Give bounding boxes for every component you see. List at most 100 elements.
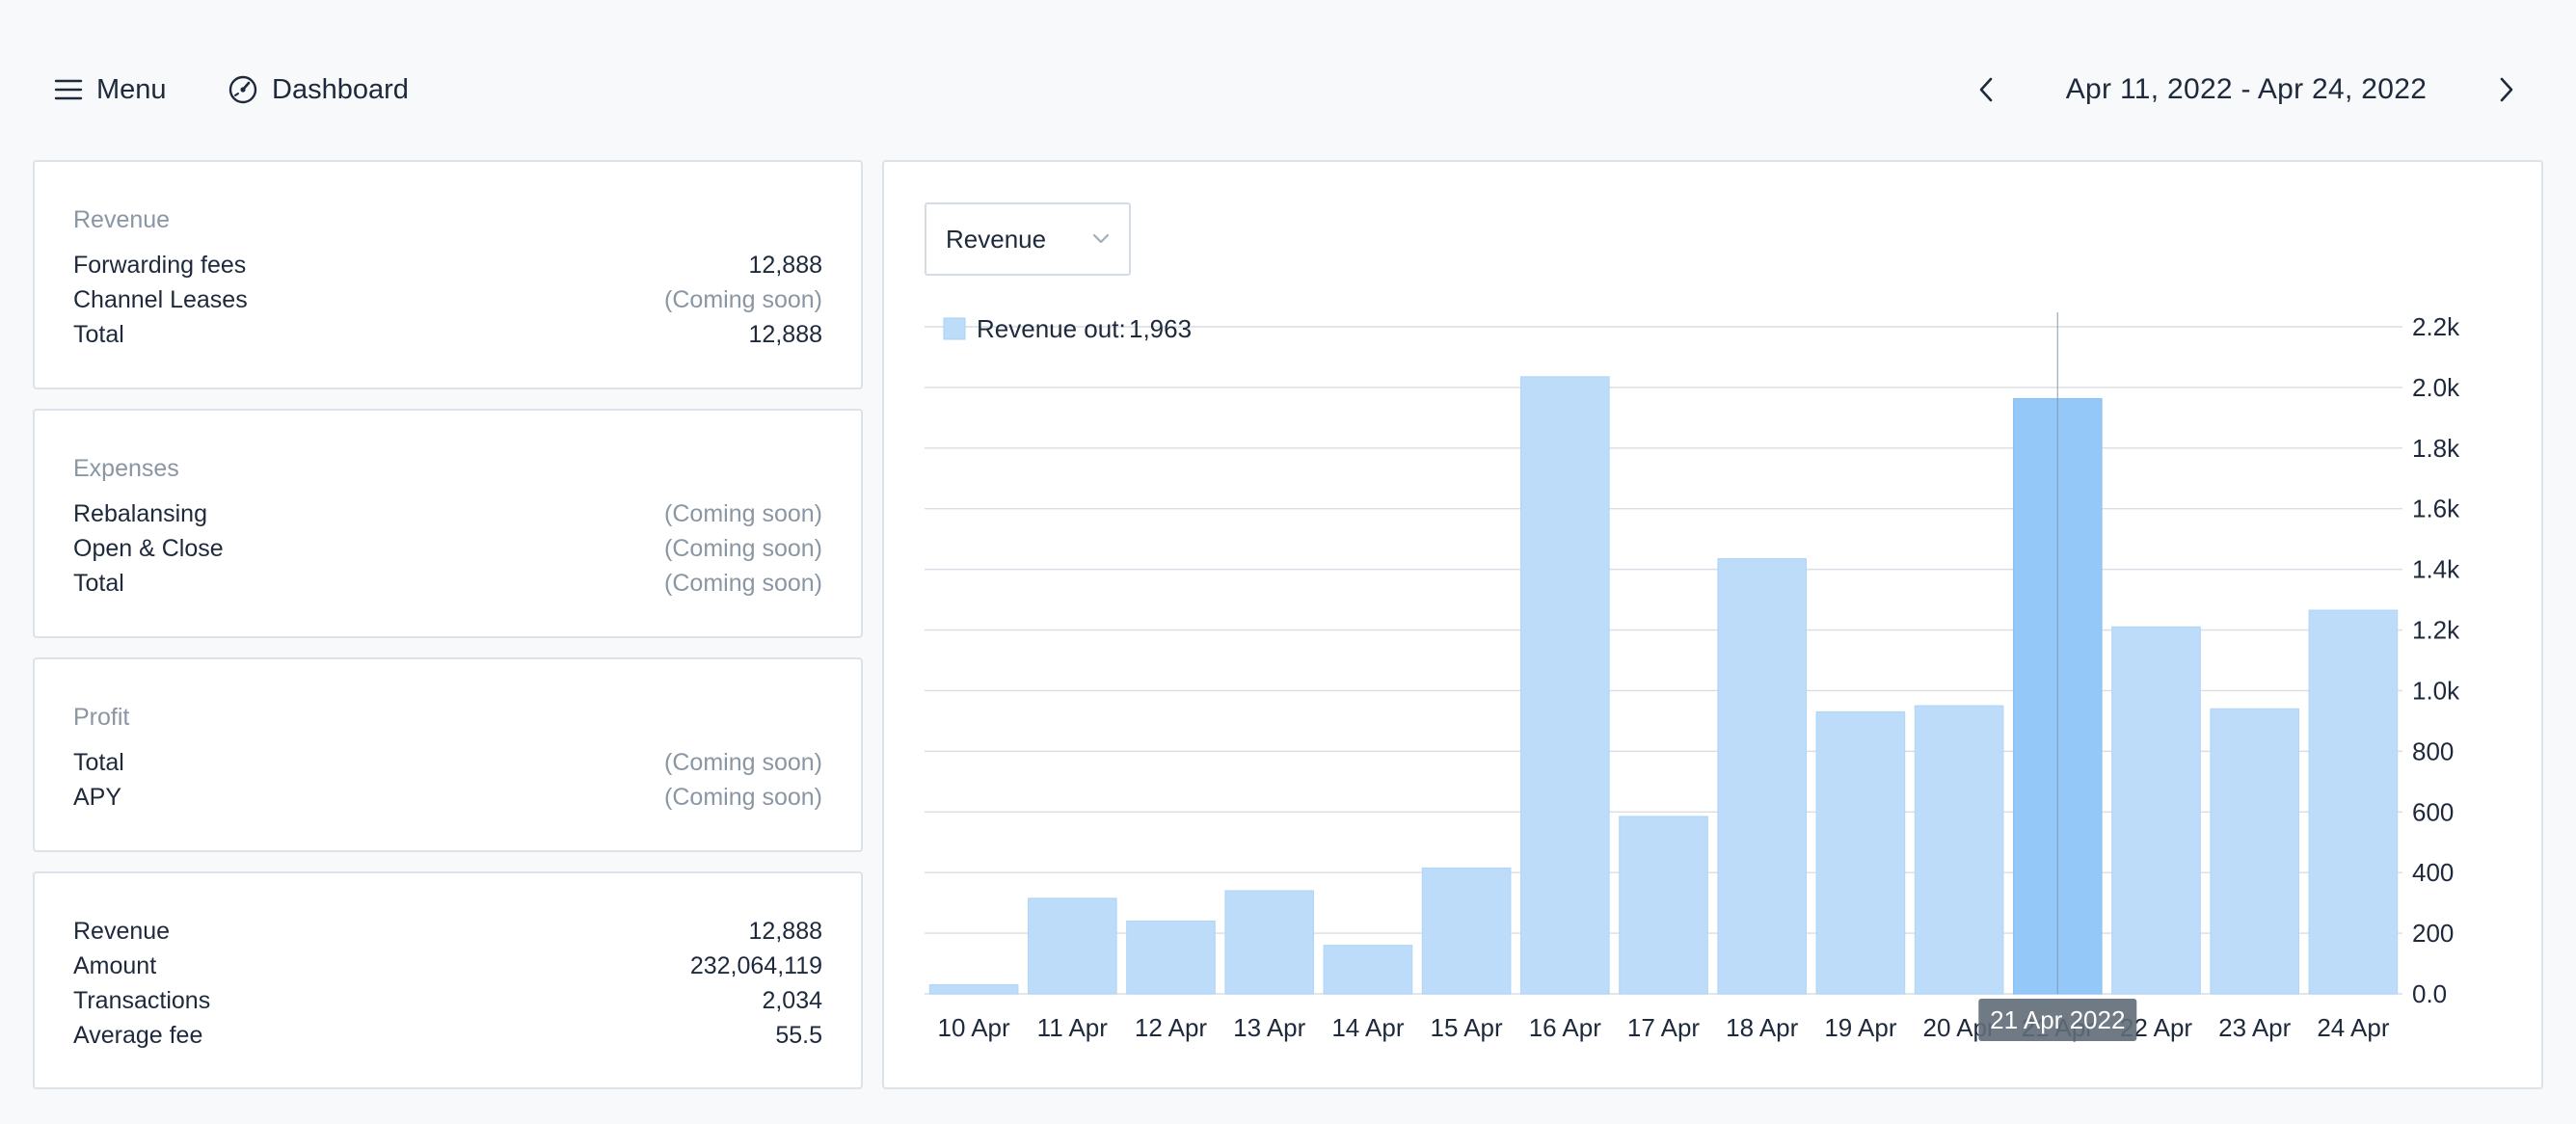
x-tick-label: 23 Apr xyxy=(2218,1013,2292,1042)
y-tick-label: 200 xyxy=(2412,919,2454,948)
card-title: Profit xyxy=(73,704,130,731)
row-value: 12,888 xyxy=(748,321,822,348)
next-period-button[interactable] xyxy=(2487,66,2526,114)
row-label: Total xyxy=(73,570,124,597)
chart-bar xyxy=(928,983,1019,995)
summary-row: Forwarding fees 12,888 xyxy=(73,248,822,282)
summary-row: Rebalansing (Coming soon) xyxy=(73,496,822,531)
top-bar: Menu Dashboard Apr 11, 2022 - Apr 24, 20… xyxy=(0,0,2576,160)
row-value: (Coming soon) xyxy=(664,535,822,562)
row-value: (Coming soon) xyxy=(664,286,822,313)
y-tick-label: 1.8k xyxy=(2412,434,2460,463)
tooltip-box xyxy=(1978,999,2137,1041)
chart-bar xyxy=(1421,867,1512,995)
y-tick-label: 0.0 xyxy=(2412,979,2447,1008)
chart-metric-selected: Revenue xyxy=(946,224,1047,254)
y-tick-label: 800 xyxy=(2412,736,2454,765)
chart-bar xyxy=(1027,897,1117,995)
chart-bar xyxy=(2111,626,2201,995)
chart-card: Revenue 0.0 200 400 600 800 1.0k 1.2k 1.4k 1.6k 1… xyxy=(882,160,2543,1089)
row-value: (Coming soon) xyxy=(664,749,822,776)
menu-label: Menu xyxy=(96,73,167,105)
chart-bar xyxy=(1519,376,1610,995)
x-tick-label: 15 Apr xyxy=(1431,1013,1504,1042)
chart-bar xyxy=(1717,558,1808,995)
legend-swatch xyxy=(943,317,966,340)
tooltip-label: 21 Apr 2022 xyxy=(1990,1005,2125,1034)
row-value: (Coming soon) xyxy=(664,784,822,811)
chart-bar xyxy=(1914,705,2004,995)
row-label: Revenue xyxy=(73,918,171,945)
summary-row: Open & Close (Coming soon) xyxy=(73,531,822,566)
stats-rows: Revenue 12,888 Amount 232,064,119 Transactio… xyxy=(73,914,822,1053)
row-label: Average fee xyxy=(73,1022,203,1049)
card-title: Expenses xyxy=(73,455,179,482)
row-value: 55.5 xyxy=(775,1022,822,1049)
revenue-card: Revenue Forwarding fees 12,888 Channel Lea… xyxy=(33,160,863,389)
x-tick-label: 12 Apr xyxy=(1135,1013,1208,1042)
hamburger-menu-icon xyxy=(54,77,83,102)
menu-button[interactable]: Menu xyxy=(54,67,167,112)
x-tick-label: 16 Apr xyxy=(1529,1013,1602,1042)
row-label: Transactions xyxy=(73,987,211,1014)
y-tick-label: 2.0k xyxy=(2412,373,2460,402)
y-tick-label: 2.2k xyxy=(2412,312,2460,341)
revenue-bar-chart[interactable]: 0.0 200 400 600 800 1.0k 1.2k 1.4k 1.6k 1.8k 2.0k 2… xyxy=(884,162,2541,1087)
summary-row: Channel Leases (Coming soon) xyxy=(73,282,822,317)
dashboard-label: Dashboard xyxy=(272,73,409,105)
row-value: 232,064,119 xyxy=(689,952,822,979)
row-value: 2,034 xyxy=(762,987,822,1014)
summary-row: Average fee 55.5 xyxy=(73,1018,822,1053)
chart-bar xyxy=(1323,945,1413,995)
expenses-card: Expenses Rebalansing (Coming soon) Open & … xyxy=(33,409,863,638)
x-tick-label: 13 Apr xyxy=(1233,1013,1306,1042)
profit-rows: Total (Coming soon) APY (Coming soon) xyxy=(73,745,822,815)
row-label: Total xyxy=(73,321,124,348)
profit-card: Profit Total (Coming soon) APY (Coming soon… xyxy=(33,657,863,852)
dashboard-link[interactable]: Dashboard xyxy=(228,67,409,112)
x-tick-label: 18 Apr xyxy=(1726,1013,1799,1042)
card-title: Revenue xyxy=(73,206,171,233)
row-label: Total xyxy=(73,749,124,776)
row-label: Forwarding fees xyxy=(73,252,247,279)
expenses-rows: Rebalansing (Coming soon) Open & Close (Com… xyxy=(73,496,822,601)
chart-metric-select[interactable]: Revenue xyxy=(925,202,1131,276)
row-value: (Coming soon) xyxy=(664,570,822,597)
x-tick-label: 24 Apr xyxy=(2317,1013,2390,1042)
chart-bar xyxy=(1619,816,1708,995)
x-tick-label: 17 Apr xyxy=(1627,1013,1701,1042)
row-value: 12,888 xyxy=(748,918,822,945)
row-label: Rebalansing xyxy=(73,500,207,527)
speedometer-icon xyxy=(228,74,258,105)
chart-bar xyxy=(1224,890,1315,995)
summary-row: Total (Coming soon) xyxy=(73,566,822,601)
chart-bar xyxy=(2308,609,2399,995)
revenue-rows: Forwarding fees 12,888 Channel Leases (Comi… xyxy=(73,248,822,352)
row-value: 12,888 xyxy=(748,252,822,279)
row-label: APY xyxy=(73,784,122,811)
summary-row: Transactions 2,034 xyxy=(73,983,822,1018)
legend-label: Revenue out: xyxy=(977,314,1126,343)
summary-row: Amount 232,064,119 xyxy=(73,949,822,983)
row-label: Channel Leases xyxy=(73,286,248,313)
legend-value: 1,963 xyxy=(1129,314,1192,343)
y-tick-label: 600 xyxy=(2412,797,2454,826)
summary-row: Total (Coming soon) xyxy=(73,745,822,780)
y-tick-label: 1.4k xyxy=(2412,555,2460,584)
stats-card: Revenue 12,888 Amount 232,064,119 Transactio… xyxy=(33,871,863,1089)
chevron-down-icon xyxy=(1092,233,1110,245)
y-tick-label: 1.6k xyxy=(2412,495,2460,523)
chart-bar xyxy=(1126,920,1216,995)
chart-bar xyxy=(1815,710,1906,995)
row-label: Open & Close xyxy=(73,535,224,562)
chevron-left-icon xyxy=(1977,76,1995,103)
y-tick-label: 1.2k xyxy=(2412,616,2460,645)
summary-row: APY (Coming soon) xyxy=(73,780,822,815)
chart-bar xyxy=(2210,708,2300,995)
previous-period-button[interactable] xyxy=(1967,66,2005,114)
summary-row: Revenue 12,888 xyxy=(73,914,822,949)
x-tick-label: 19 Apr xyxy=(1824,1013,1897,1042)
summary-row: Total 12,888 xyxy=(73,317,822,352)
chevron-right-icon xyxy=(2498,76,2515,103)
date-range-label[interactable]: Apr 11, 2022 - Apr 24, 2022 xyxy=(2065,73,2428,105)
